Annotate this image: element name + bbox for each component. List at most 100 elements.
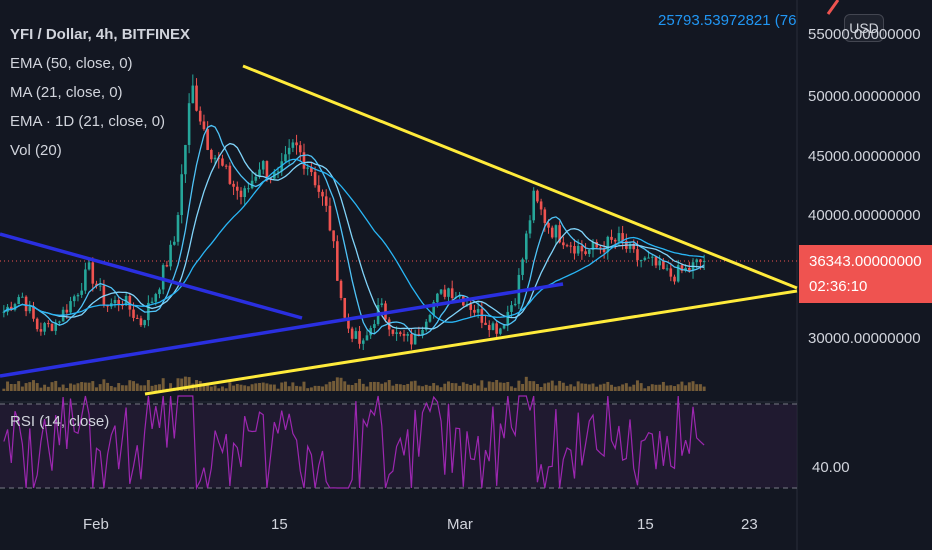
volume-bar [117, 383, 121, 391]
volume-bar [332, 380, 336, 391]
volume-bar [254, 383, 258, 391]
volume-bar [235, 384, 239, 391]
candle-body [410, 334, 413, 345]
candle-body [95, 283, 98, 287]
volume-bar [458, 385, 462, 391]
volume-bar [428, 385, 432, 391]
candle-body [317, 185, 321, 192]
volume-bar [673, 386, 676, 391]
candle-body [287, 147, 291, 155]
candle-body [699, 259, 702, 263]
volume-bar [598, 384, 602, 391]
candle-body [458, 296, 461, 298]
currency-button[interactable]: USD [844, 14, 884, 42]
volume-bar [517, 380, 521, 391]
candle-body [21, 296, 24, 298]
candle-body [143, 320, 146, 326]
ma-line-fast [3, 124, 705, 337]
top-price-readout: 25793.53972821 (76. [658, 12, 796, 29]
candle-body [339, 280, 343, 299]
candle-body [221, 158, 224, 166]
candle-body [69, 301, 72, 313]
volume-bar [450, 383, 454, 391]
volume-bar [447, 381, 450, 391]
candle-body [165, 265, 169, 267]
volume-bar [684, 385, 688, 391]
candle-body [261, 161, 265, 170]
volume-bar [17, 381, 21, 391]
indicator-ma-21[interactable]: MA (21, close, 0) [10, 84, 123, 101]
volume-bar [265, 383, 269, 391]
candle-body [65, 309, 69, 313]
candle-body [98, 285, 102, 287]
candle-body [373, 324, 376, 328]
volume-bar [532, 381, 536, 391]
volume-bar [143, 385, 147, 391]
trendline-blue-ascending [0, 282, 564, 378]
candle-body [580, 245, 584, 252]
candle-body [336, 241, 339, 281]
volume-bar [658, 384, 662, 391]
candle-body [132, 309, 135, 318]
volume-bar [102, 379, 106, 391]
volume-bar [632, 384, 636, 391]
volume-bar [224, 388, 228, 391]
candle-body [647, 257, 650, 259]
symbol-title[interactable]: YFI / Dollar, 4h, BITFINEX [10, 26, 191, 43]
volume-bar [61, 384, 65, 391]
volume-bar [587, 384, 591, 391]
volume-bar [495, 379, 499, 391]
candle-body [695, 259, 699, 263]
candle-body [617, 233, 621, 242]
volume-bar [509, 386, 513, 391]
volume-bar [295, 385, 299, 391]
candle-body [669, 268, 673, 277]
volume-bar [484, 387, 488, 391]
volume-bar [372, 381, 376, 391]
volume-bar [521, 383, 525, 391]
candle-body [50, 323, 54, 331]
candle-body [350, 328, 354, 339]
volume-bar [9, 383, 13, 391]
volume-bar [161, 378, 165, 391]
volume-bar [261, 382, 265, 391]
candle-body [332, 230, 335, 242]
candle-body [54, 322, 58, 331]
candle-body [565, 245, 569, 247]
rsi-indicator-label[interactable]: RSI (14, close) [10, 413, 110, 430]
volume-bar [35, 383, 39, 391]
candle-body [176, 215, 180, 242]
volume-bar [635, 380, 639, 391]
indicator-ema-50[interactable]: EMA (50, close, 0) [10, 55, 133, 72]
candle-body [187, 103, 191, 145]
volume-bar [691, 381, 695, 391]
candle-body [302, 152, 306, 169]
candle-body [198, 110, 202, 122]
candle-body [265, 161, 269, 178]
candle-body [254, 176, 258, 181]
candle-body [491, 323, 495, 330]
volume-bar [665, 385, 669, 391]
volume-bar [206, 382, 210, 391]
candle-body [76, 294, 80, 297]
candle-body [172, 241, 176, 245]
candle-body [213, 157, 217, 160]
price-label-30000: 30000.00000000 [808, 330, 921, 347]
candle-body [628, 243, 632, 249]
candle-body [232, 183, 235, 187]
candle-body [539, 201, 543, 210]
candle-body [558, 225, 561, 243]
candle-body [510, 305, 513, 312]
candle-body [106, 305, 109, 307]
indicator-volume[interactable]: Vol (20) [10, 142, 62, 159]
candle-body [32, 306, 35, 319]
volume-bar [6, 381, 10, 391]
volume-bar [621, 384, 625, 391]
candle-body [502, 325, 506, 329]
candle-body [91, 262, 95, 284]
candle-body [280, 161, 284, 172]
indicator-ema-1d[interactable]: EMA · 1D (21, close, 0) [10, 113, 166, 130]
volume-bar [209, 386, 213, 391]
candle-body [154, 294, 158, 302]
